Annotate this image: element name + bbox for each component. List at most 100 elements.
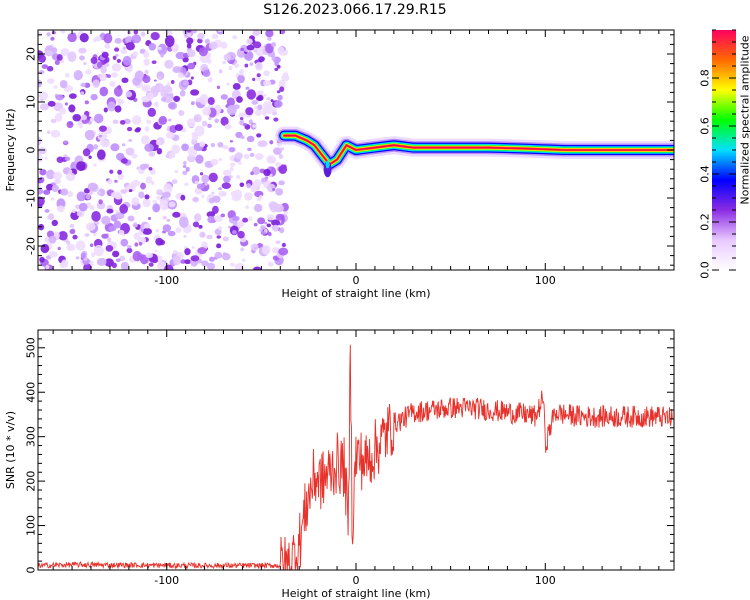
noise-speck bbox=[76, 161, 86, 172]
noise-speck bbox=[114, 212, 125, 220]
noise-speck bbox=[164, 264, 174, 270]
noise-speck bbox=[269, 140, 274, 145]
noise-speck bbox=[204, 38, 210, 45]
noise-speck bbox=[175, 227, 182, 233]
noise-speck bbox=[150, 31, 160, 41]
noise-speck bbox=[274, 61, 279, 67]
noise-speck bbox=[210, 158, 219, 166]
noise-speck bbox=[113, 220, 122, 229]
noise-speck bbox=[119, 203, 129, 214]
noise-speck bbox=[134, 242, 139, 247]
y-axis-label: Frequency (Hz) bbox=[4, 109, 17, 192]
noise-speck bbox=[239, 182, 245, 188]
noise-speck bbox=[226, 82, 230, 86]
noise-speck bbox=[146, 92, 154, 98]
noise-speck bbox=[239, 135, 245, 140]
noise-speck bbox=[44, 157, 48, 160]
noise-speck bbox=[245, 205, 250, 209]
noise-speck bbox=[211, 191, 215, 195]
noise-speck bbox=[58, 230, 68, 241]
noise-speck bbox=[98, 134, 103, 138]
noise-speck bbox=[253, 203, 263, 213]
colorbar: 0.0 0.2 0.4 0.6 0.8 Normalized spectral ampli… bbox=[699, 29, 750, 279]
noise-speck bbox=[146, 119, 152, 124]
noise-speck bbox=[121, 77, 129, 84]
noise-speck bbox=[38, 139, 41, 145]
noise-speck bbox=[277, 46, 285, 55]
noise-speck bbox=[104, 43, 111, 49]
noise-speck bbox=[263, 70, 270, 77]
noise-speck bbox=[276, 64, 281, 69]
noise-speck bbox=[190, 255, 200, 262]
noise-speck bbox=[143, 51, 150, 58]
noise-speck bbox=[254, 109, 262, 117]
noise-speck bbox=[156, 147, 163, 155]
noise-speck bbox=[207, 123, 212, 129]
noise-speck bbox=[117, 169, 123, 175]
noise-speck bbox=[101, 233, 109, 239]
noise-speck bbox=[50, 118, 57, 124]
noise-speck bbox=[60, 188, 69, 196]
y-tick-label: -20 bbox=[25, 237, 38, 255]
noise-speck bbox=[192, 30, 197, 34]
noise-speck bbox=[44, 209, 50, 213]
noise-speck bbox=[192, 221, 200, 228]
noise-speck bbox=[187, 33, 191, 37]
noise-speck bbox=[271, 219, 281, 226]
noise-speck bbox=[208, 41, 218, 50]
noise-speck bbox=[267, 36, 272, 41]
noise-speck bbox=[48, 235, 57, 244]
noise-speck bbox=[115, 152, 125, 161]
noise-speck bbox=[255, 75, 261, 82]
noise-speck bbox=[39, 168, 47, 176]
noise-speck bbox=[177, 72, 184, 78]
noise-speck bbox=[106, 208, 114, 214]
noise-speck bbox=[200, 94, 206, 99]
noise-speck bbox=[61, 259, 69, 268]
noise-speck bbox=[46, 78, 55, 84]
noise-speck bbox=[207, 59, 212, 64]
noise-speck bbox=[197, 247, 207, 255]
noise-speck bbox=[115, 258, 121, 262]
x-axis-label: Height of straight line (km) bbox=[281, 287, 430, 300]
y-tick-label: 100 bbox=[25, 515, 38, 536]
noise-speck bbox=[54, 178, 61, 185]
noise-speck bbox=[245, 86, 250, 90]
noise-speck bbox=[139, 163, 148, 171]
noise-speck bbox=[50, 129, 61, 138]
noise-speck bbox=[126, 126, 133, 132]
noise-speck bbox=[201, 260, 209, 267]
noise-speck bbox=[253, 222, 258, 227]
noise-speck bbox=[172, 255, 181, 266]
noise-speck bbox=[145, 252, 154, 259]
noise-speck bbox=[53, 171, 62, 180]
plot-frame bbox=[37, 29, 675, 271]
noise-speck bbox=[222, 252, 227, 256]
noise-speck bbox=[71, 208, 76, 214]
noise-speck bbox=[84, 100, 90, 105]
noise-speck bbox=[90, 56, 98, 65]
noise-speck bbox=[226, 104, 237, 116]
noise-speck bbox=[154, 249, 158, 253]
noise-speck bbox=[121, 143, 126, 147]
noise-speck bbox=[174, 124, 183, 131]
noise-speck bbox=[128, 189, 133, 192]
noise-speck bbox=[274, 162, 282, 167]
noise-speck bbox=[204, 182, 208, 186]
noise-speck bbox=[190, 76, 194, 80]
noise-speck bbox=[64, 72, 70, 78]
noise-speck bbox=[240, 71, 244, 76]
y-tick-label: -10 bbox=[25, 189, 38, 207]
noise-speck bbox=[182, 56, 189, 63]
noise-speck bbox=[272, 224, 280, 232]
x-tick-label: 0 bbox=[353, 574, 360, 587]
noise-speck bbox=[110, 192, 117, 198]
noise-speck bbox=[198, 224, 203, 229]
noise-speck bbox=[183, 160, 187, 166]
signal-dip-core bbox=[325, 160, 330, 169]
noise-speck bbox=[68, 169, 73, 174]
noise-speck bbox=[79, 32, 89, 43]
noise-speck bbox=[140, 228, 144, 233]
noise-speck bbox=[185, 166, 190, 172]
